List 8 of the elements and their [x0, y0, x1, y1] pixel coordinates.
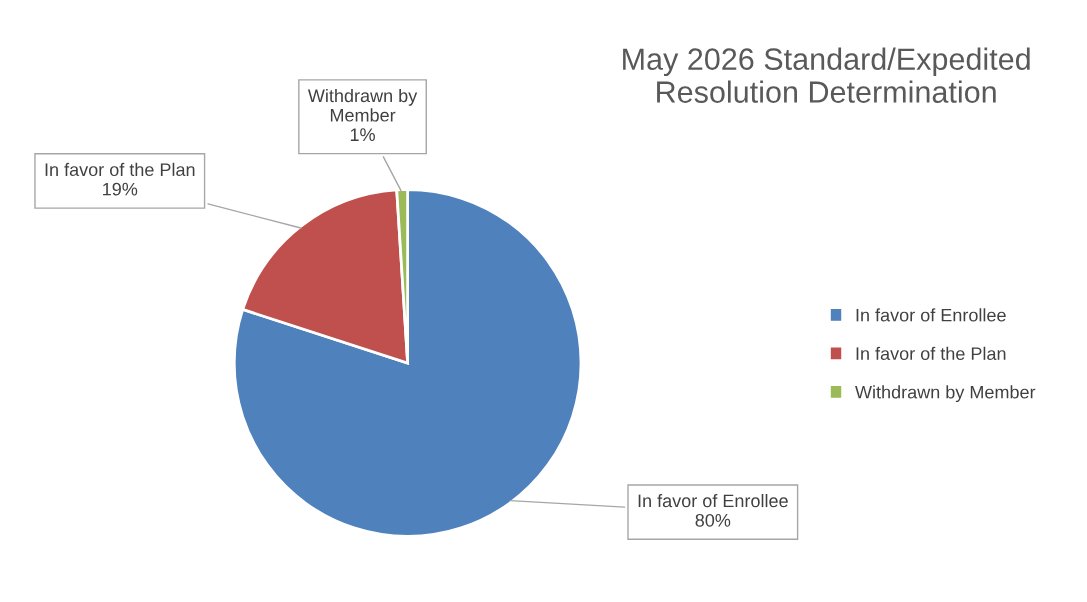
data-label: In favor of the Plan 19% — [45, 162, 195, 196]
legend-label: Withdrawn by Member — [855, 385, 1036, 403]
data-label: In favor of Enrollee 80% — [638, 493, 788, 527]
legend-label: In favor of Enrollee — [856, 308, 1006, 322]
legend-label: In favor of the Plan — [856, 346, 1006, 361]
pie-slice — [232, 188, 583, 538]
data-label: Withdrawn by Member 1% — [307, 88, 418, 141]
chart-title: May 2026 Standard/Expedited Resolution Determination — [623, 47, 1030, 103]
